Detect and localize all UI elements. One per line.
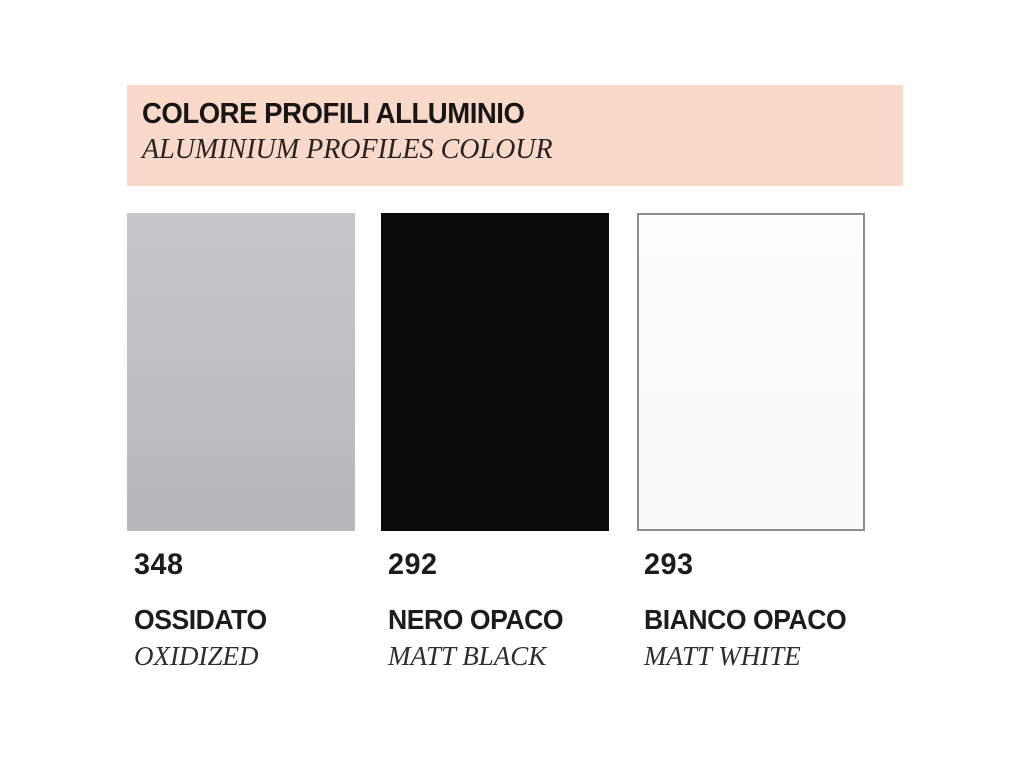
- page-title: COLORE PROFILI ALLUMINIO: [142, 98, 525, 130]
- color-swatch-matt-black: [381, 213, 609, 531]
- color-swatch-oxidized: [127, 213, 355, 531]
- color-swatch-matt-white: [637, 213, 865, 531]
- swatch-labels: 292 NERO OPACO MATT BLACK: [381, 550, 609, 672]
- swatch-name-italian: OSSIDATO: [134, 604, 267, 635]
- swatch-column-oxidized: 348 OSSIDATO OXIDIZED: [127, 213, 355, 672]
- swatch-name-english: MATT WHITE: [644, 641, 801, 671]
- swatch-labels: 293 BIANCO OPACO MATT WHITE: [637, 550, 865, 672]
- swatch-code: 348: [134, 548, 184, 581]
- swatch-column-matt-white: 293 BIANCO OPACO MATT WHITE: [637, 213, 865, 672]
- swatch-name-english: MATT BLACK: [388, 641, 547, 671]
- swatch-labels: 348 OSSIDATO OXIDIZED: [127, 550, 355, 672]
- swatch-name-english: OXIDIZED: [134, 641, 259, 671]
- swatch-code: 293: [644, 548, 694, 581]
- header-banner: COLORE PROFILI ALLUMINIO ALUMINIUM PROFI…: [127, 85, 903, 186]
- swatch-name-italian: BIANCO OPACO: [644, 604, 847, 635]
- swatch-name-italian: NERO OPACO: [388, 604, 564, 635]
- swatch-column-matt-black: 292 NERO OPACO MATT BLACK: [381, 213, 609, 672]
- swatch-code: 292: [388, 548, 438, 581]
- page-subtitle: ALUMINIUM PROFILES COLOUR: [142, 134, 553, 165]
